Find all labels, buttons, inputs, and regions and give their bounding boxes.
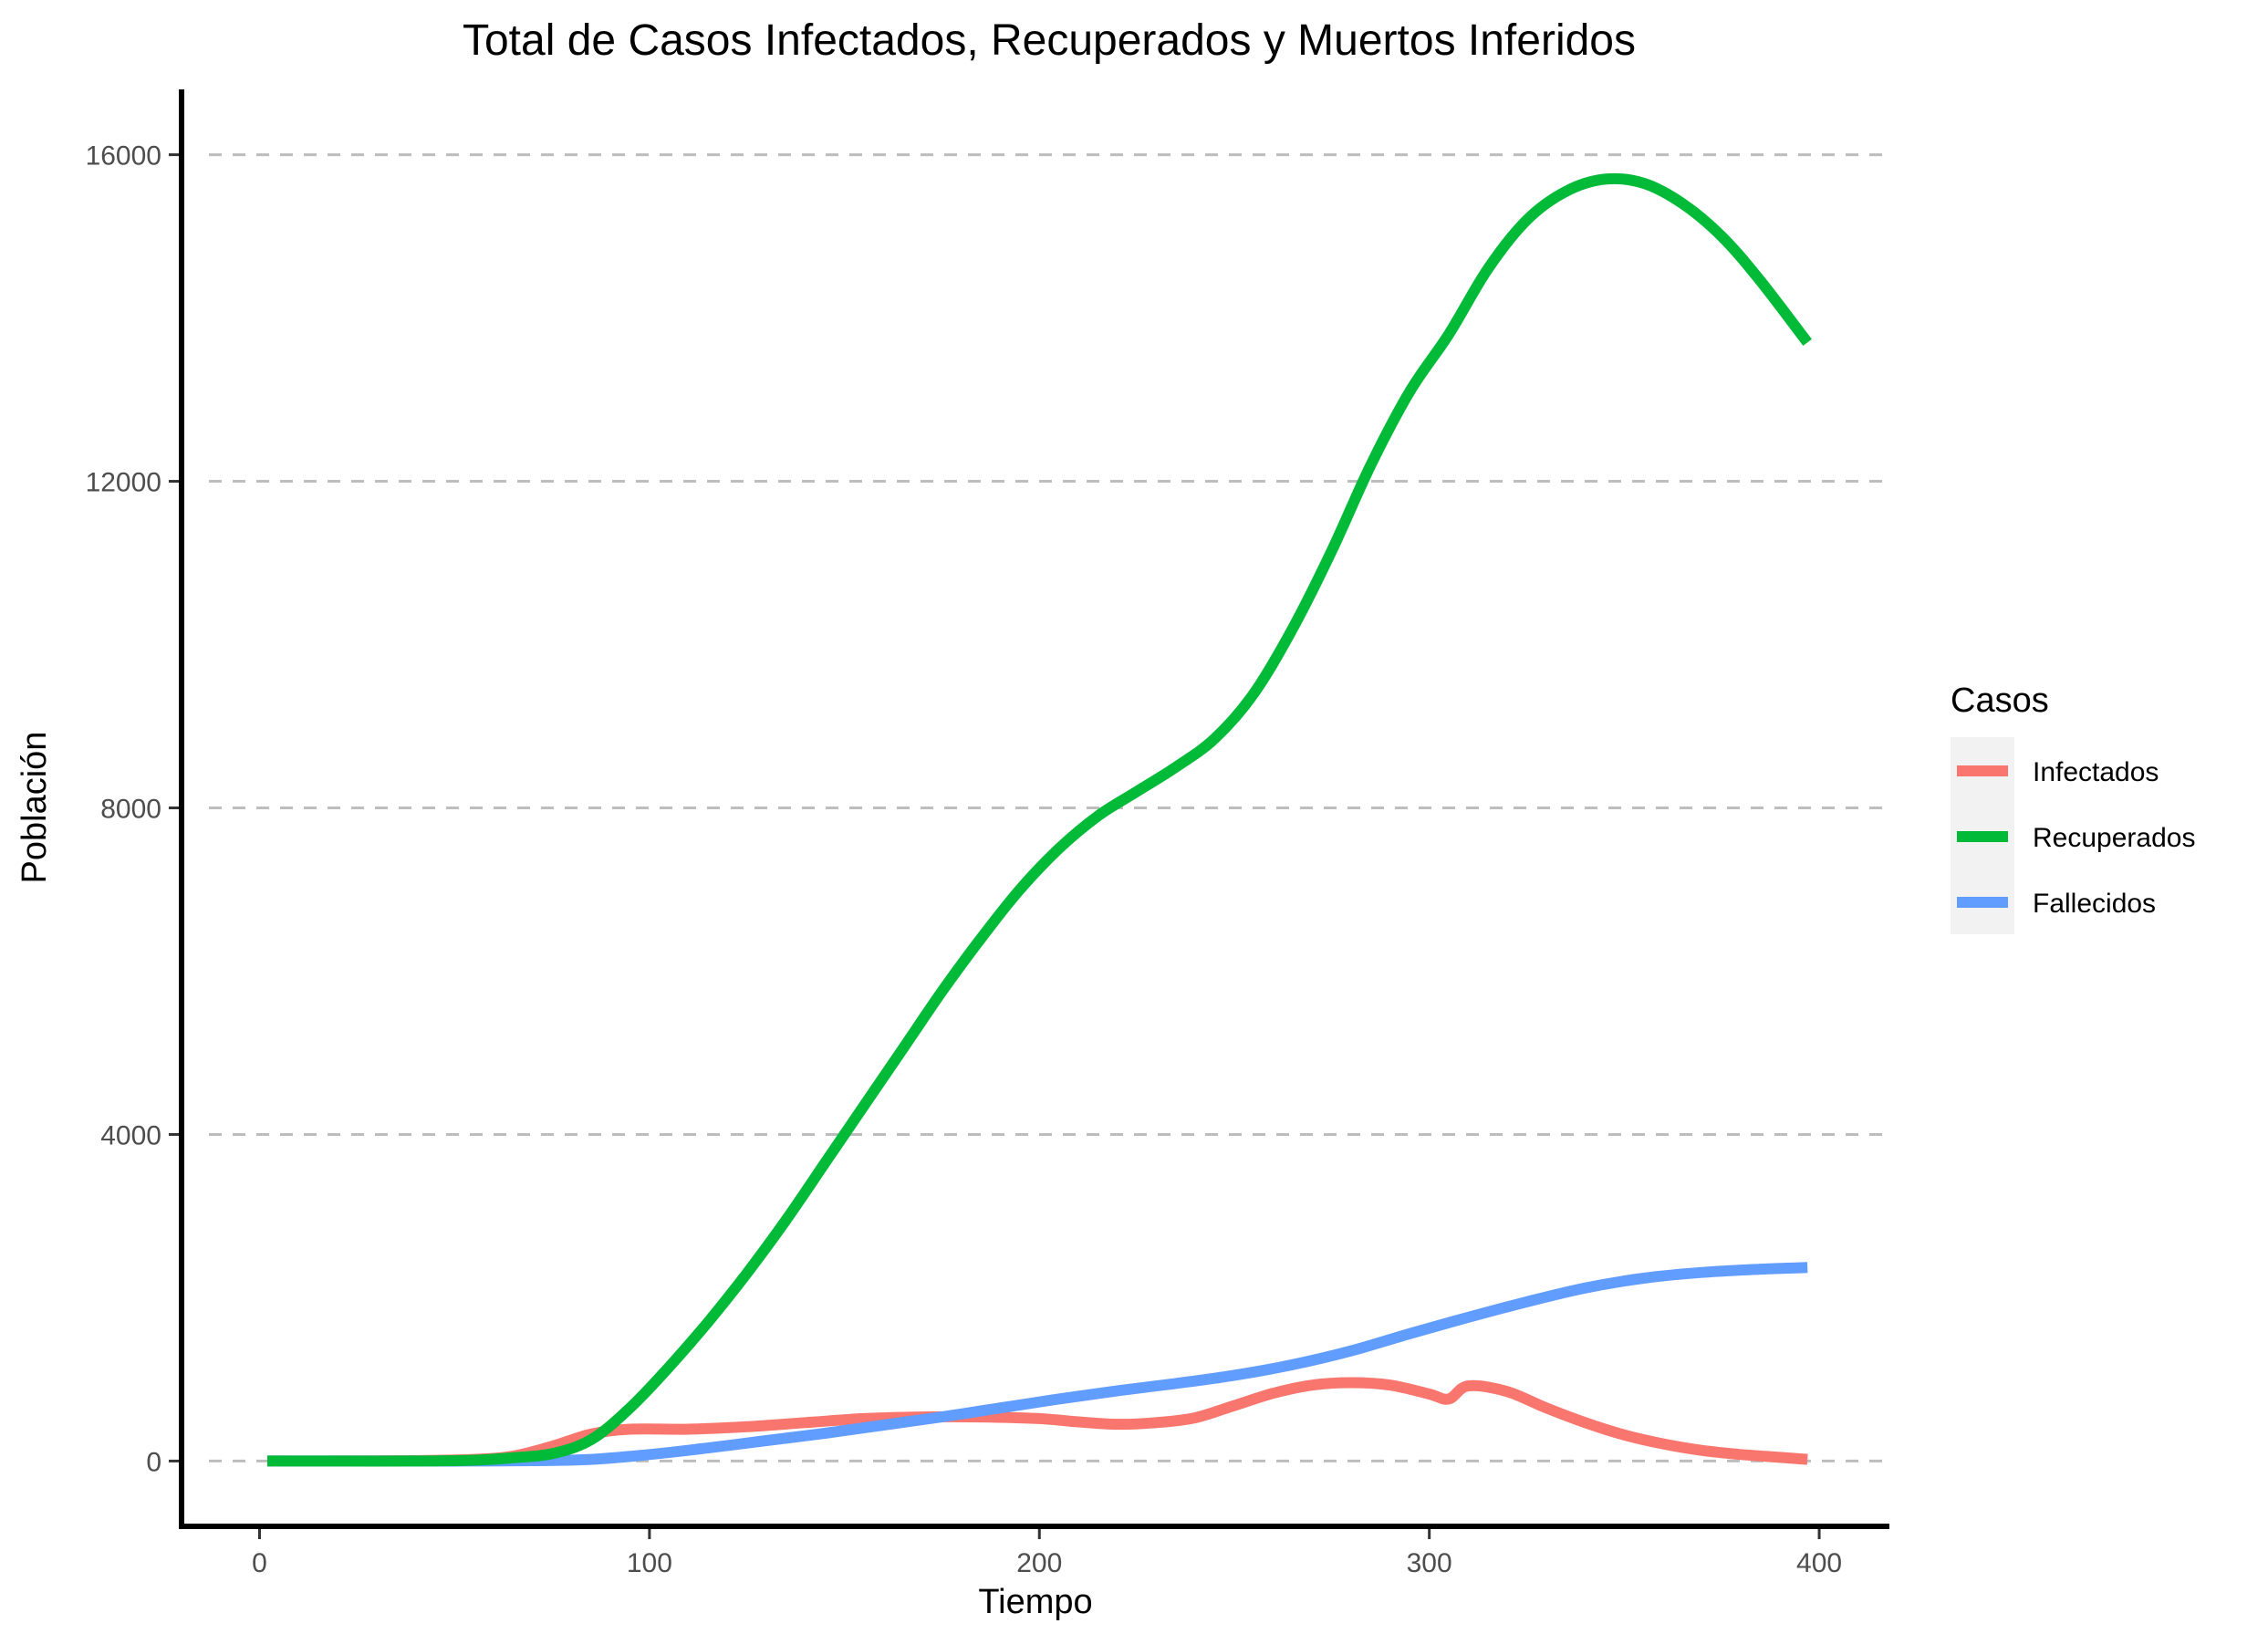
y-tick-label: 0 (146, 1447, 161, 1477)
x-tick-label: 300 (1407, 1548, 1452, 1578)
legend-title: Casos (1951, 682, 2049, 720)
y-tick-label: 8000 (100, 795, 161, 825)
series-line-fallecidos (266, 1262, 1808, 1467)
x-axis-ticks: 0 100 200 300 400 (252, 1529, 1842, 1578)
y-axis-title: Población (16, 732, 54, 884)
y-tick-label: 4000 (100, 1120, 161, 1150)
x-tick-label: 0 (252, 1548, 267, 1578)
x-tick-label: 200 (1016, 1548, 1062, 1578)
legend-entries: Infectados Recuperados Fallecidos (1957, 757, 2195, 919)
series-lines (266, 172, 1812, 1467)
x-tick-label: 400 (1796, 1548, 1842, 1578)
legend-label-infectados: Infectados (2033, 757, 2159, 787)
legend-label-fallecidos: Fallecidos (2033, 889, 2156, 919)
series-line-infectados (266, 1377, 1808, 1467)
y-tick-label: 12000 (86, 468, 161, 498)
x-axis-title: Tiempo (978, 1583, 1092, 1621)
y-tick-label: 16000 (86, 141, 161, 172)
legend-label-recuperados: Recuperados (2033, 823, 2195, 853)
gridlines (209, 153, 1889, 1462)
legend: Casos Infectados Recuperados Fallecidos (1951, 682, 2195, 934)
x-tick-label: 100 (627, 1548, 672, 1578)
series-line-recuperados (266, 172, 1812, 1467)
y-axis-ticks: 0 4000 8000 12000 16000 (86, 141, 179, 1477)
chart-title: Total de Casos Infectados, Recuperados y… (463, 16, 1636, 65)
